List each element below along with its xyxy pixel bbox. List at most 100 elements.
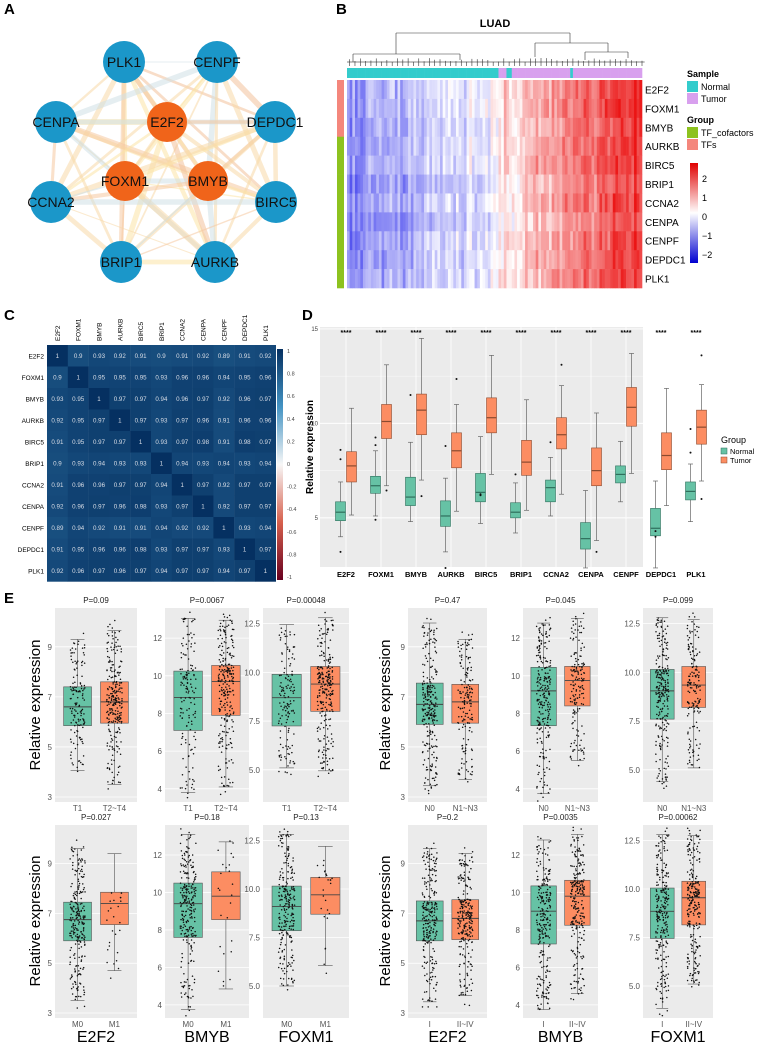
jitter-point	[114, 644, 116, 646]
y-tick-label: 3	[48, 1009, 53, 1018]
jitter-point	[231, 726, 233, 728]
jitter-point	[429, 748, 431, 750]
jitter-point	[331, 738, 333, 740]
jitter-point	[655, 672, 657, 674]
heatmap-cell	[544, 156, 547, 175]
heatmap-cell	[413, 250, 416, 269]
heatmap-cell	[496, 137, 499, 156]
jitter-point	[225, 735, 227, 737]
heatmap-cell	[573, 80, 576, 99]
jitter-point	[115, 637, 117, 639]
jitter-point	[427, 685, 429, 687]
jitter-point	[579, 759, 581, 761]
jitter-point	[293, 733, 295, 735]
heatmap-cell	[637, 80, 640, 99]
heatmap-cell	[488, 193, 491, 212]
jitter-point	[320, 708, 322, 710]
jitter-point	[81, 710, 83, 712]
heatmap-cell	[565, 212, 568, 231]
heatmap-cell	[525, 175, 528, 194]
jitter-point	[76, 674, 78, 676]
jitter-point	[329, 656, 331, 658]
jitter-point	[579, 697, 581, 699]
jitter-point	[82, 709, 84, 711]
heatmap-cell	[347, 175, 350, 194]
heatmap-cell	[347, 99, 350, 118]
jitter-point	[220, 661, 222, 663]
heatmap-cell	[485, 212, 488, 231]
matrix-column-label: AURKB	[117, 319, 124, 341]
heatmap-cell	[554, 99, 557, 118]
jitter-point	[290, 760, 292, 762]
heatmap-cell	[379, 175, 382, 194]
heatmap-cell	[419, 231, 422, 250]
heatmap-cell	[621, 80, 624, 99]
jitter-point	[109, 675, 111, 677]
matrix-cell-value: 0.92	[218, 396, 231, 403]
heatmap-cell	[437, 175, 440, 194]
box-normal	[371, 476, 381, 493]
heatmap-cell	[440, 80, 443, 99]
sample-annotation-cell	[395, 68, 398, 78]
heatmap-cell	[581, 269, 584, 288]
matrix-cell-value: 0.92	[51, 418, 64, 425]
sample-annotation-cell	[498, 68, 501, 78]
sample-annotation-cell	[639, 68, 642, 78]
heatmap-cell	[541, 193, 544, 212]
heatmap-cell	[360, 99, 363, 118]
jitter-point	[546, 785, 548, 787]
jitter-point	[80, 996, 82, 998]
matrix-cell-value: 0.97	[259, 396, 272, 403]
jitter-point	[219, 709, 221, 711]
heatmap-cell	[432, 231, 435, 250]
jitter-point	[664, 724, 666, 726]
jitter-point	[76, 667, 78, 669]
heatmap-cell	[408, 193, 411, 212]
jitter-point	[82, 718, 84, 720]
heatmap-cell	[488, 231, 491, 250]
jitter-point	[425, 714, 427, 716]
jitter-point	[80, 715, 82, 717]
heatmap-cell	[360, 250, 363, 269]
heatmap-cell	[493, 99, 496, 118]
heatmap-cell	[472, 156, 475, 175]
jitter-point	[472, 692, 474, 694]
network-node-label: FOXM1	[101, 173, 149, 189]
jitter-point	[430, 733, 432, 735]
heatmap-cell	[504, 118, 507, 137]
jitter-point	[574, 702, 576, 704]
jitter-point	[545, 667, 547, 669]
heatmap-cell	[586, 175, 589, 194]
jitter-point	[536, 693, 538, 695]
jitter-point	[77, 905, 79, 907]
heatmap-cell	[623, 250, 626, 269]
jitter-point	[224, 669, 226, 671]
heatmap-cell	[578, 137, 581, 156]
jitter-point	[195, 873, 197, 875]
jitter-point	[321, 643, 323, 645]
network-node-label: BMYB	[188, 173, 228, 189]
jitter-point	[428, 735, 430, 737]
sample-annotation-cell	[371, 68, 374, 78]
jitter-point	[575, 636, 577, 638]
heatmap-cell	[477, 250, 480, 269]
y-tick-label: 5	[48, 743, 53, 752]
matrix-cell-value: 0.9	[53, 461, 62, 468]
jitter-point	[182, 895, 184, 897]
jitter-point	[542, 796, 544, 798]
jitter-point	[120, 660, 122, 662]
jitter-point	[658, 637, 660, 639]
heatmap-cell	[400, 80, 403, 99]
jitter-point	[106, 718, 108, 720]
jitter-point	[221, 655, 223, 657]
sample-annotation-cell	[413, 68, 416, 78]
matrix-cell-value: 0.94	[218, 375, 231, 382]
jitter-point	[115, 719, 117, 721]
jitter-point	[332, 683, 334, 685]
heatmap-row-label: BRIP1	[645, 180, 674, 191]
jitter-point	[661, 672, 663, 674]
heatmap-cell	[405, 212, 408, 231]
jitter-point	[471, 748, 473, 750]
significance-label: ****	[411, 330, 422, 337]
jitter-point	[290, 663, 292, 665]
